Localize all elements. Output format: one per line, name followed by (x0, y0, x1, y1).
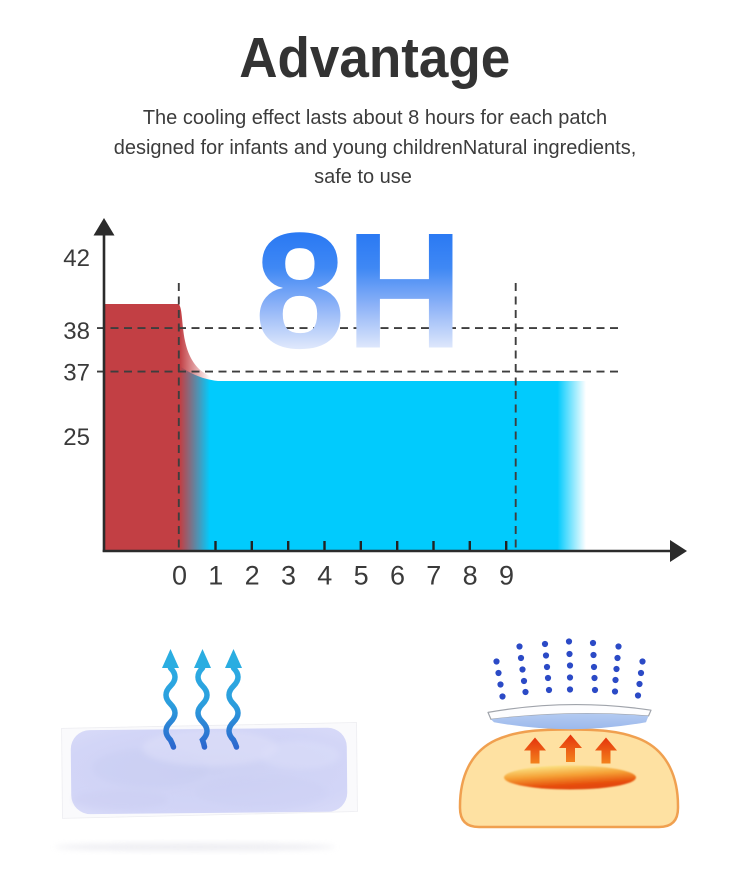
svg-text:8: 8 (463, 561, 478, 591)
svg-text:38: 38 (63, 318, 90, 345)
svg-text:37: 37 (63, 360, 90, 387)
svg-text:7: 7 (426, 561, 441, 591)
svg-text:3: 3 (281, 561, 296, 591)
svg-text:0: 0 (172, 561, 187, 591)
svg-text:9: 9 (499, 561, 514, 591)
svg-text:5: 5 (354, 561, 369, 591)
svg-text:6: 6 (390, 561, 405, 591)
svg-text:25: 25 (63, 424, 90, 451)
svg-text:4: 4 (317, 561, 332, 591)
svg-text:8H: 8H (255, 200, 464, 383)
svg-text:2: 2 (245, 561, 260, 591)
svg-text:1: 1 (208, 561, 223, 591)
svg-text:42: 42 (63, 245, 90, 272)
